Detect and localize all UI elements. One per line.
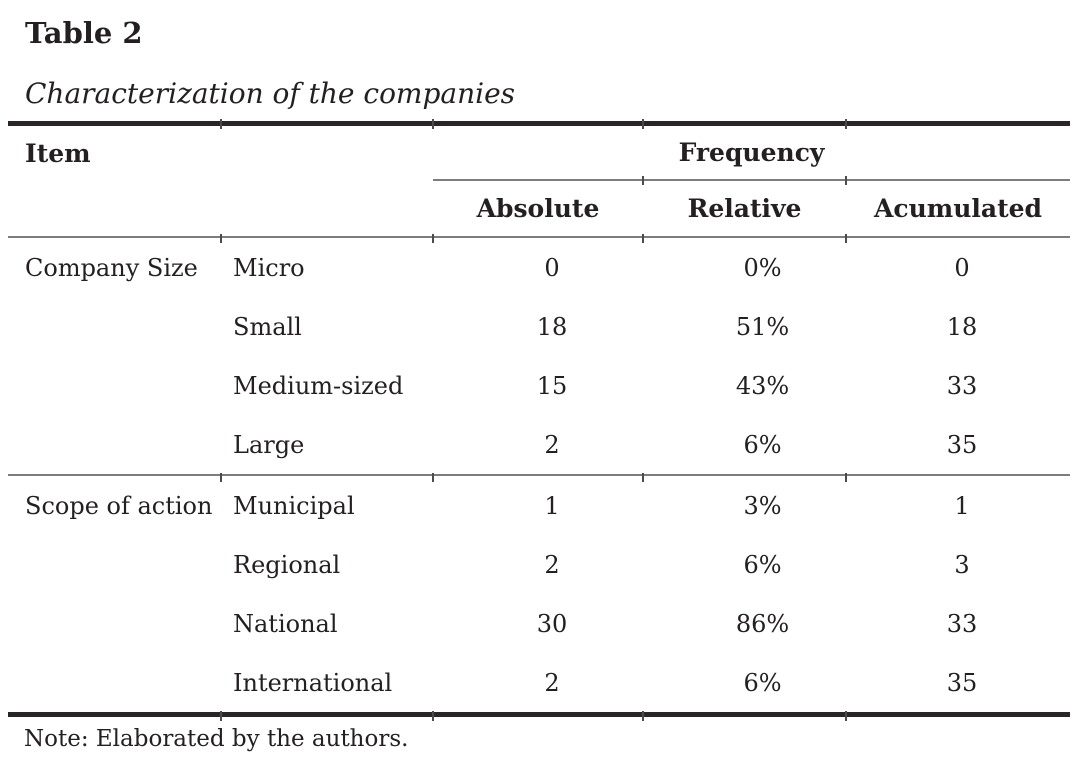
column-boundary-tick xyxy=(642,234,644,243)
column-boundary-tick xyxy=(845,176,847,185)
column-boundary-tick xyxy=(220,711,222,721)
column-boundary-tick xyxy=(432,119,434,129)
column-boundary-tick xyxy=(642,473,644,482)
group-label: Company Size xyxy=(25,253,198,282)
row-label: Large xyxy=(233,430,305,459)
absolute-value: 2 xyxy=(544,668,560,697)
column-boundary-tick xyxy=(642,711,644,721)
table-row: Medium-sized 15 43% 33 xyxy=(221,356,1070,415)
absolute-value: 30 xyxy=(536,609,568,638)
accumulated-value: 3 xyxy=(954,550,970,579)
column-boundary-tick xyxy=(220,119,222,129)
row-label: National xyxy=(233,609,338,638)
accumulated-value: 1 xyxy=(954,491,970,520)
row-label: International xyxy=(233,668,393,697)
table-row: Small 18 51% 18 xyxy=(221,297,1070,356)
table-row: National 30 86% 33 xyxy=(221,594,1070,653)
row-label: Regional xyxy=(233,550,341,579)
absolute-value: 0 xyxy=(544,253,560,282)
row-label: Micro xyxy=(233,253,305,282)
column-header-frequency: Frequency xyxy=(433,126,1070,181)
row-group-scope-of-action: Scope of action Municipal 1 3% 1 Regiona… xyxy=(8,476,1070,712)
table-note: Note: Elaborated by the authors. xyxy=(24,726,409,752)
relative-value: 6% xyxy=(743,668,782,697)
relative-value: 6% xyxy=(743,550,782,579)
absolute-value: 1 xyxy=(544,491,560,520)
table-row: Regional 2 6% 3 xyxy=(221,535,1070,594)
table-number-label: Table 2 xyxy=(25,16,143,50)
relative-value: 51% xyxy=(735,312,790,341)
table-row: Large 2 6% 35 xyxy=(221,415,1070,474)
column-boundary-tick xyxy=(220,234,222,243)
column-boundary-tick xyxy=(642,176,644,185)
header-spacer xyxy=(8,181,221,236)
column-header-acumulated: Acumulated xyxy=(873,194,1043,223)
accumulated-value: 18 xyxy=(946,312,978,341)
group-rows: Micro 0 0% 0 Small 18 51% 18 Medium-size… xyxy=(221,238,1070,474)
table-row: Municipal 1 3% 1 xyxy=(221,476,1070,535)
table-row: International 2 6% 35 xyxy=(221,653,1070,712)
row-label: Municipal xyxy=(233,491,355,520)
absolute-value: 15 xyxy=(536,371,568,400)
relative-value: 43% xyxy=(735,371,790,400)
column-boundary-tick xyxy=(642,119,644,129)
table-caption: Characterization of the companies xyxy=(25,77,516,110)
column-header-item: Item xyxy=(25,139,91,168)
row-label: Small xyxy=(233,312,302,341)
column-boundary-tick xyxy=(432,234,434,243)
column-boundary-tick xyxy=(845,711,847,721)
accumulated-value: 0 xyxy=(954,253,970,282)
absolute-value: 18 xyxy=(536,312,568,341)
absolute-value: 2 xyxy=(544,430,560,459)
column-boundary-tick xyxy=(432,711,434,721)
column-boundary-tick xyxy=(845,234,847,243)
characterization-table: Item Frequency Absolute Relative Acumula… xyxy=(8,121,1070,717)
relative-value: 3% xyxy=(743,491,782,520)
accumulated-value: 35 xyxy=(946,430,978,459)
accumulated-value: 33 xyxy=(946,371,978,400)
relative-value: 6% xyxy=(743,430,782,459)
table-header-row-1: Item Frequency xyxy=(8,126,1070,181)
column-boundary-tick xyxy=(845,473,847,482)
column-header-relative: Relative xyxy=(687,194,802,223)
column-header-absolute: Absolute xyxy=(476,194,600,223)
table-row: Micro 0 0% 0 xyxy=(221,238,1070,297)
header-spacer xyxy=(221,181,433,236)
column-boundary-tick xyxy=(845,119,847,129)
row-group-company-size: Company Size Micro 0 0% 0 Small 18 51% 1… xyxy=(8,238,1070,476)
row-label: Medium-sized xyxy=(233,371,404,400)
accumulated-value: 35 xyxy=(946,668,978,697)
table-header-row-2: Absolute Relative Acumulated xyxy=(8,181,1070,238)
relative-value: 86% xyxy=(735,609,790,638)
accumulated-value: 33 xyxy=(946,609,978,638)
group-label: Scope of action xyxy=(25,491,213,520)
group-rows: Municipal 1 3% 1 Regional 2 6% 3 Nationa… xyxy=(221,476,1070,712)
column-boundary-tick xyxy=(220,473,222,482)
absolute-value: 2 xyxy=(544,550,560,579)
column-boundary-tick xyxy=(432,473,434,482)
relative-value: 0% xyxy=(743,253,782,282)
